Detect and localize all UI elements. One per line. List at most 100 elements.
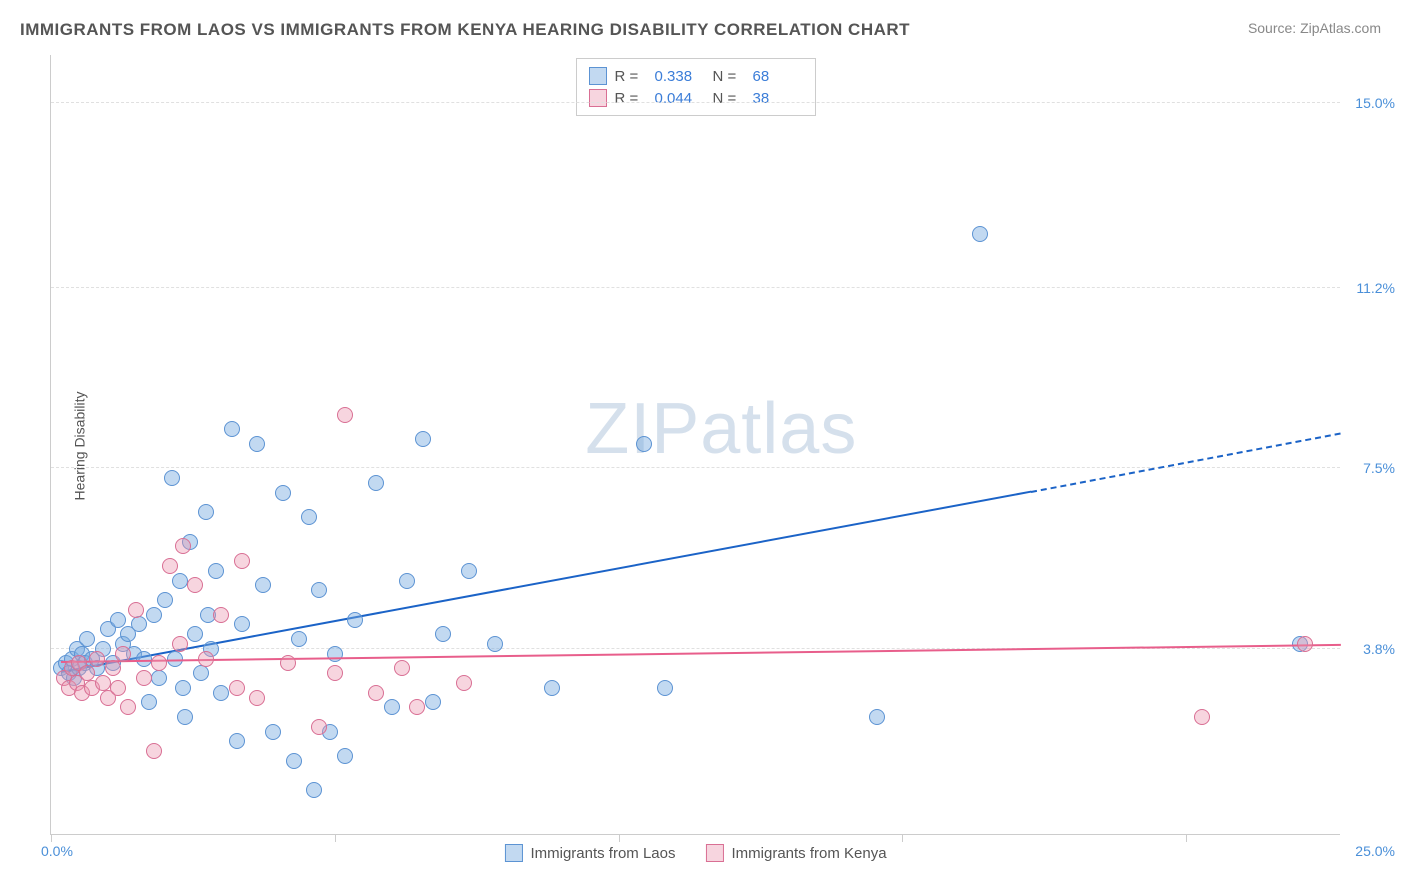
data-point [187, 626, 203, 642]
gridline [51, 287, 1340, 288]
data-point [198, 651, 214, 667]
legend-correlation-box: R = 0.338 N = 68 R = 0.044 N = 38 [576, 58, 816, 116]
data-point [368, 475, 384, 491]
x-axis-max: 25.0% [1355, 843, 1395, 859]
data-point [136, 651, 152, 667]
x-tick [902, 834, 903, 842]
data-point [399, 573, 415, 589]
data-point [79, 631, 95, 647]
data-point [255, 577, 271, 593]
data-point [162, 558, 178, 574]
data-point [224, 421, 240, 437]
legend-item-laos: Immigrants from Laos [504, 844, 675, 862]
data-point [409, 699, 425, 715]
data-point [151, 655, 167, 671]
n-value-laos: 68 [753, 68, 803, 85]
series-name-laos: Immigrants from Laos [530, 845, 675, 862]
data-point [146, 743, 162, 759]
data-point [146, 607, 162, 623]
data-point [157, 592, 173, 608]
data-point [291, 631, 307, 647]
data-point [869, 709, 885, 725]
n-label: N = [713, 90, 745, 107]
data-point [89, 651, 105, 667]
data-point [187, 577, 203, 593]
data-point [175, 680, 191, 696]
data-point [198, 504, 214, 520]
data-point [544, 680, 560, 696]
watermark-atlas: atlas [700, 389, 857, 469]
data-point [193, 665, 209, 681]
y-tick-label: 7.5% [1363, 460, 1395, 476]
source-label: Source: [1248, 20, 1300, 36]
gridline [51, 102, 1340, 103]
data-point [456, 675, 472, 691]
data-point [657, 680, 673, 696]
swatch-kenya [706, 844, 724, 862]
legend-series: Immigrants from Laos Immigrants from Ken… [504, 844, 886, 862]
data-point [79, 665, 95, 681]
x-axis-origin: 0.0% [41, 843, 73, 859]
data-point [249, 436, 265, 452]
data-point [177, 709, 193, 725]
source-attribution: Source: ZipAtlas.com [1248, 20, 1381, 36]
swatch-laos [504, 844, 522, 862]
data-point [229, 680, 245, 696]
x-tick [619, 834, 620, 842]
data-point [175, 538, 191, 554]
r-value-laos: 0.338 [655, 68, 705, 85]
data-point [131, 616, 147, 632]
data-point [337, 748, 353, 764]
data-point [208, 563, 224, 579]
r-label: R = [615, 68, 647, 85]
data-point [136, 670, 152, 686]
n-label: N = [713, 68, 745, 85]
data-point [972, 226, 988, 242]
data-point [105, 660, 121, 676]
data-point [368, 685, 384, 701]
data-point [306, 782, 322, 798]
data-point [151, 670, 167, 686]
x-tick [1186, 834, 1187, 842]
data-point [435, 626, 451, 642]
data-point [347, 612, 363, 628]
legend-row-laos: R = 0.338 N = 68 [589, 65, 803, 87]
data-point [286, 753, 302, 769]
data-point [1297, 636, 1313, 652]
data-point [172, 573, 188, 589]
x-tick [335, 834, 336, 842]
data-point [120, 699, 136, 715]
data-point [265, 724, 281, 740]
data-point [229, 733, 245, 749]
data-point [275, 485, 291, 501]
data-point [172, 636, 188, 652]
data-point [115, 646, 131, 662]
data-point [301, 509, 317, 525]
data-point [461, 563, 477, 579]
source-value: ZipAtlas.com [1300, 20, 1381, 36]
r-label: R = [615, 90, 647, 107]
trend-line-extrapolated [1031, 432, 1341, 492]
data-point [415, 431, 431, 447]
y-tick-label: 3.8% [1363, 641, 1395, 657]
data-point [234, 616, 250, 632]
legend-row-kenya: R = 0.044 N = 38 [589, 87, 803, 109]
data-point [384, 699, 400, 715]
data-point [337, 407, 353, 423]
data-point [487, 636, 503, 652]
data-point [110, 680, 126, 696]
data-point [164, 470, 180, 486]
plot-area: ZIPatlas R = 0.338 N = 68 R = 0.044 N = … [50, 55, 1340, 835]
watermark: ZIPatlas [585, 388, 857, 470]
r-value-kenya: 0.044 [655, 90, 705, 107]
chart-title: IMMIGRANTS FROM LAOS VS IMMIGRANTS FROM … [20, 20, 910, 40]
data-point [311, 582, 327, 598]
swatch-laos [589, 67, 607, 85]
data-point [425, 694, 441, 710]
data-point [249, 690, 265, 706]
watermark-zip: ZIP [585, 389, 700, 469]
x-tick [51, 834, 52, 842]
data-point [394, 660, 410, 676]
swatch-kenya [589, 89, 607, 107]
data-point [128, 602, 144, 618]
